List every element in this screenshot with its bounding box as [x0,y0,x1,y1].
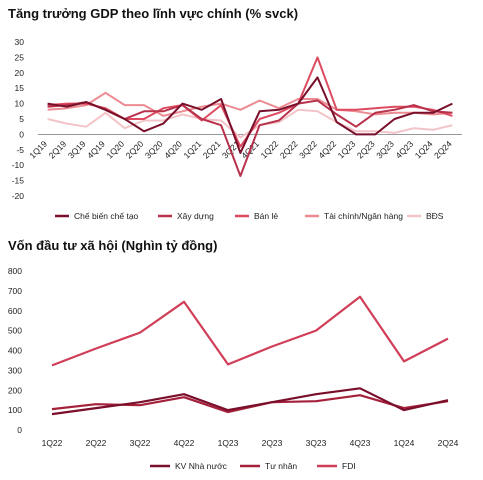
y-tick-label: 0 [19,129,24,139]
x-tick-label: 2Q21 [201,139,223,161]
x-tick-label: 1Q19 [27,139,49,161]
series-line-tai-chinh-ngan-hang [47,91,453,117]
x-tick-label: 4Q20 [162,139,184,161]
legend-label-che-bien-che-tao: Chế biến chế tạo [74,211,139,221]
y-tick-label: 0 [17,425,22,435]
y-tick-label: 600 [8,306,22,316]
y-tick-label: -5 [16,145,24,155]
x-tick-label: 3Q22 [297,139,319,161]
x-tick-label: 2Q22 [278,139,300,161]
legend-label-bds: BĐS [426,211,444,221]
y-tick-label: 400 [8,346,22,356]
x-tick-label: 2Q23 [262,438,283,448]
x-tick-label: 4Q22 [174,438,195,448]
x-tick-label: 1Q21 [181,139,203,161]
y-tick-label: 5 [19,114,24,124]
x-tick-label: 3Q19 [66,139,88,161]
x-tick-label: 3Q20 [143,139,165,161]
y-tick-label: 700 [8,286,22,296]
y-tick-label: 15 [15,83,25,93]
x-tick-label: 2Q24 [438,438,459,448]
y-tick-label: 30 [15,37,25,47]
legend-label-fdi: FDI [342,461,356,471]
y-tick-label: 200 [8,385,22,395]
x-tick-label: 3Q22 [130,438,151,448]
x-tick-label: 3Q23 [374,139,396,161]
y-tick-label: -20 [12,191,25,201]
series-line-tu-nhan [51,394,449,414]
legend-label-tu-nhan: Tư nhân [265,461,297,471]
x-tick-label: 1Q22 [42,438,63,448]
x-tick-label: 1Q24 [394,438,415,448]
y-tick-label: -10 [12,160,25,170]
x-tick-label: 2Q23 [355,139,377,161]
series-line-kv-nha-nuoc [51,387,449,416]
x-tick-label: 2Q19 [47,139,69,161]
y-tick-label: 300 [8,365,22,375]
x-tick-label: 1Q24 [413,139,435,161]
x-tick-label: 2Q24 [432,139,454,161]
x-tick-label: 4Q22 [316,139,338,161]
x-tick-label: 3Q23 [306,438,327,448]
x-tick-label: 1Q23 [218,438,239,448]
x-tick-label: 4Q23 [393,139,415,161]
y-tick-label: 20 [15,68,25,78]
legend-label-ban-le: Bán lẻ [254,211,278,221]
chart1-title: Tăng trưởng GDP theo lĩnh vực chính (% s… [8,6,299,21]
y-tick-label: 800 [8,266,22,276]
y-tick-label: 10 [15,99,25,109]
x-tick-label: 2Q22 [86,438,107,448]
legend-label-kv-nha-nuoc: KV Nhà nước [175,461,228,471]
x-tick-label: 2Q20 [124,139,146,161]
x-tick-label: 1Q23 [336,139,358,161]
series-line-che-bien-che-tao [47,76,453,154]
legend-label-xay-dung: Xây dựng [177,211,214,221]
x-tick-label: 4Q19 [85,139,107,161]
series-line-fdi [51,295,449,367]
y-tick-label: 100 [8,405,22,415]
x-tick-label: 1Q22 [259,139,281,161]
x-tick-label: 4Q23 [350,438,371,448]
x-tick-label: 1Q20 [104,139,126,161]
legend-label-tai-chinh-ngan-hang: Tài chính/Ngân hàng [324,211,403,221]
gdp-growth-chart: 302520151050-5-10-15-201Q192Q193Q194Q191… [12,37,462,221]
y-tick-label: 500 [8,326,22,336]
y-tick-label: 25 [15,52,25,62]
chart2-title: Vốn đầu tư xã hội (Nghìn tỷ đồng) [8,238,218,253]
y-tick-label: -15 [12,176,25,186]
